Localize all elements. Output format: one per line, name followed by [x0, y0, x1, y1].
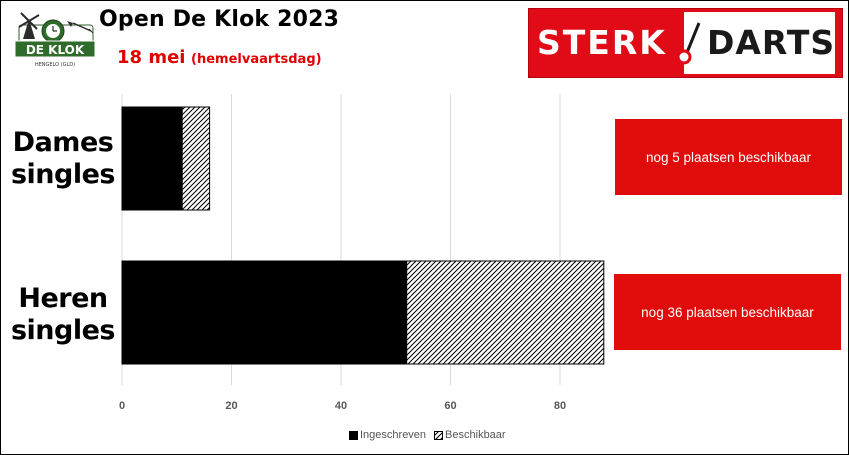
sponsor-word-darts: DARTS: [707, 23, 836, 62]
x-tick-label: 60: [444, 400, 456, 412]
de-klok-logo: DE KLOK HENGELO (GLD): [14, 12, 96, 68]
category-label-heren: Heren singles: [9, 283, 117, 347]
category-label-heren-line1: Heren: [18, 283, 108, 314]
category-label-dames-line2: singles: [10, 159, 116, 190]
x-tick-label: 80: [554, 400, 566, 412]
page-title: Open De Klok 2023: [99, 7, 340, 32]
legend: Ingeschreven Beschikbaar: [349, 429, 514, 441]
legend-label-beschikbaar: Beschikbaar: [445, 429, 506, 441]
event-date-note: (hemelvaartsdag): [191, 52, 322, 67]
x-tick-label: 0: [119, 400, 125, 412]
status-box-heren: nog 36 plaatsen beschikbaar: [614, 274, 841, 350]
category-label-dames: Dames singles: [9, 127, 117, 191]
logo-subtext: HENGELO (GLD): [35, 62, 75, 68]
status-box-dames: nog 5 plaatsen beschikbaar: [615, 119, 842, 195]
bar-ingeschreven-1: [121, 260, 408, 365]
legend-label-ingeschreven: Ingeschreven: [360, 429, 427, 441]
legend-swatch-solid: [349, 430, 358, 440]
x-tick-label: 20: [225, 400, 237, 412]
x-axis-ticks: 0 20 40 60 80: [119, 400, 566, 412]
event-date-text: 18 mei: [117, 47, 186, 68]
dart-icon: [676, 22, 701, 65]
bar-ingeschreven-0: [121, 106, 183, 211]
sponsor-logo-panel: [684, 12, 835, 74]
bar-beschikbaar-0: [181, 106, 211, 211]
bars: [121, 106, 605, 365]
legend-item-ingeschreven: Ingeschreven: [349, 429, 426, 441]
sponsor-word-sterk: STERK: [537, 23, 667, 62]
legend-swatch-hatch: [434, 430, 444, 440]
category-label-dames-line1: Dames: [12, 127, 114, 158]
bar-beschikbaar-1: [406, 260, 605, 365]
category-label-heren-line2: singles: [10, 315, 116, 346]
logo-text: DE KLOK: [26, 43, 85, 57]
x-tick-label: 40: [335, 400, 347, 412]
sterk-darts-logo: STERK DARTS: [528, 8, 843, 78]
event-date: 18 mei (hemelvaartsdag): [117, 47, 322, 68]
legend-item-beschikbaar: Beschikbaar: [434, 429, 506, 441]
